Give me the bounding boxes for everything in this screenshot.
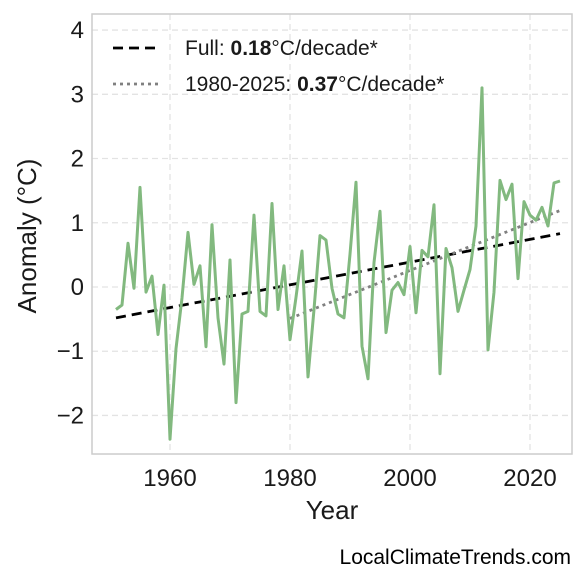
y-tick-label: 1 <box>71 210 84 237</box>
x-tick-label: 1960 <box>143 465 196 492</box>
x-axis-label: Year <box>306 495 359 525</box>
x-tick-label: 2000 <box>383 465 436 492</box>
x-tick-labels: 1960 1980 2000 2020 <box>143 465 556 492</box>
x-tick-label: 1980 <box>263 465 316 492</box>
y-tick-label: −1 <box>57 338 84 365</box>
plot-frame <box>91 13 573 455</box>
y-tick-label: 4 <box>71 17 84 44</box>
y-tick-labels: −2 −1 0 1 2 3 4 <box>57 17 84 429</box>
y-tick-label: 0 <box>71 274 84 301</box>
y-axis-label: Anomaly (°C) <box>12 159 42 314</box>
watermark-text: LocalClimateTrends.com <box>339 546 571 569</box>
legend: Full: 0.18°C/decade* 1980-2025: 0.37°C/de… <box>113 37 444 96</box>
y-tick-label: 3 <box>71 81 84 108</box>
data-series <box>115 86 561 441</box>
legend-entry-dashed: Full: 0.18°C/decade* <box>185 37 378 60</box>
x-tick-label: 2020 <box>503 465 556 492</box>
y-tick-label: −2 <box>57 402 84 429</box>
legend-entry-dotted: 1980-2025: 0.37°C/decade* <box>185 73 444 96</box>
series-line <box>115 86 561 441</box>
y-tick-label: 2 <box>71 146 84 173</box>
